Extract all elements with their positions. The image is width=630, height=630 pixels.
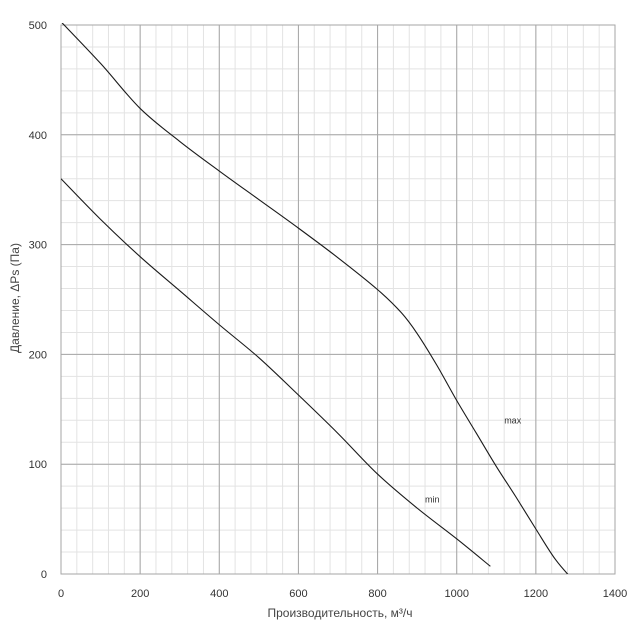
series-layer: max min [61, 23, 569, 574]
plot-border [60, 24, 616, 575]
y-axis-title: Давление, ΔPs (Па) [8, 243, 22, 353]
y-tick-label: 100 [29, 459, 47, 471]
x-tick-label: 800 [368, 588, 386, 600]
series-line-max [61, 23, 569, 574]
major-grid [60, 24, 616, 575]
x-tick-label: 0 [58, 588, 64, 600]
y-tick-label: 300 [29, 240, 47, 252]
minor-grid [60, 24, 616, 575]
x-tick-label: 1200 [524, 588, 548, 600]
series-label-min: min [425, 494, 440, 504]
series-label-max: max [504, 415, 522, 425]
x-tick-labels: 0 200 400 600 800 1000 1200 1400 [58, 588, 627, 600]
y-tick-label: 0 [41, 569, 47, 581]
y-tick-label: 400 [29, 130, 47, 142]
y-tick-labels: 0 100 200 300 400 500 [29, 20, 47, 581]
y-tick-label: 200 [29, 349, 47, 361]
x-tick-label: 600 [289, 588, 307, 600]
x-tick-label: 400 [210, 588, 228, 600]
x-tick-label: 1000 [444, 588, 468, 600]
x-axis-title: Производительность, м³/ч [268, 606, 413, 620]
series-line-min [61, 178, 491, 567]
x-tick-label: 1400 [603, 588, 627, 600]
y-tick-label: 500 [29, 20, 47, 32]
x-tick-label: 200 [131, 588, 149, 600]
plot-frame [60, 24, 616, 575]
